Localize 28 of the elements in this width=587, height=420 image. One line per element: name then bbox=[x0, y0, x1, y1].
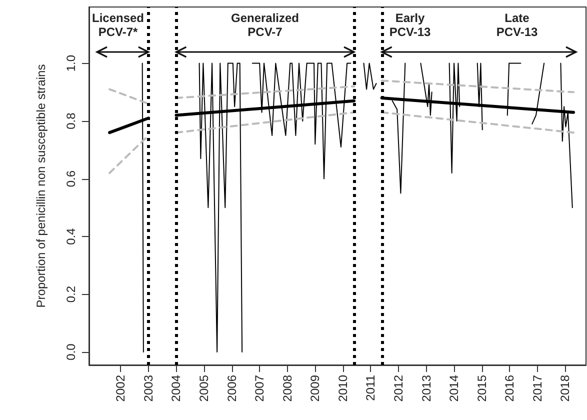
y-tick-label: 0.8 bbox=[64, 112, 78, 130]
x-tick-label: 2012 bbox=[391, 374, 406, 402]
x-tick-label: 2004 bbox=[169, 374, 184, 402]
x-tick-label: 2011 bbox=[364, 374, 378, 401]
y-tick-label: 0.0 bbox=[64, 343, 78, 360]
y-tick-label: 0.4 bbox=[64, 228, 78, 245]
x-tick-label: 2010 bbox=[336, 374, 350, 402]
x-tick-label: 2003 bbox=[141, 374, 156, 402]
x-tick-label: 2016 bbox=[502, 374, 517, 402]
x-tick-label: 2015 bbox=[474, 374, 489, 402]
annotation: Generalized PCV-7 bbox=[230, 11, 300, 39]
y-tick-label: 0.2 bbox=[64, 286, 78, 303]
x-tick-label: 2013 bbox=[419, 374, 434, 402]
x-tick-label: 2014 bbox=[447, 374, 462, 402]
x-tick-label: 2006 bbox=[224, 374, 239, 402]
x-tick-label: 2008 bbox=[280, 374, 294, 402]
annotation: Late PCV-13 bbox=[496, 11, 538, 39]
y-tick-label: 0.6 bbox=[64, 170, 78, 188]
x-tick-label: 2009 bbox=[308, 374, 322, 402]
annotation: Early PCV-13 bbox=[389, 11, 431, 39]
x-tick-label: 2002 bbox=[114, 374, 128, 402]
x-tick-label: 2017 bbox=[530, 374, 544, 402]
x-tick-label: 2018 bbox=[558, 374, 572, 402]
x-tick-label: 2005 bbox=[197, 374, 212, 402]
annotation: Licensed PCV-7* bbox=[92, 11, 144, 39]
y-axis-title: Proportion of penicillin non susceptible strains bbox=[34, 64, 48, 308]
y-tick-label: 1.0 bbox=[64, 54, 78, 72]
x-tick-label: 2007 bbox=[252, 374, 267, 402]
